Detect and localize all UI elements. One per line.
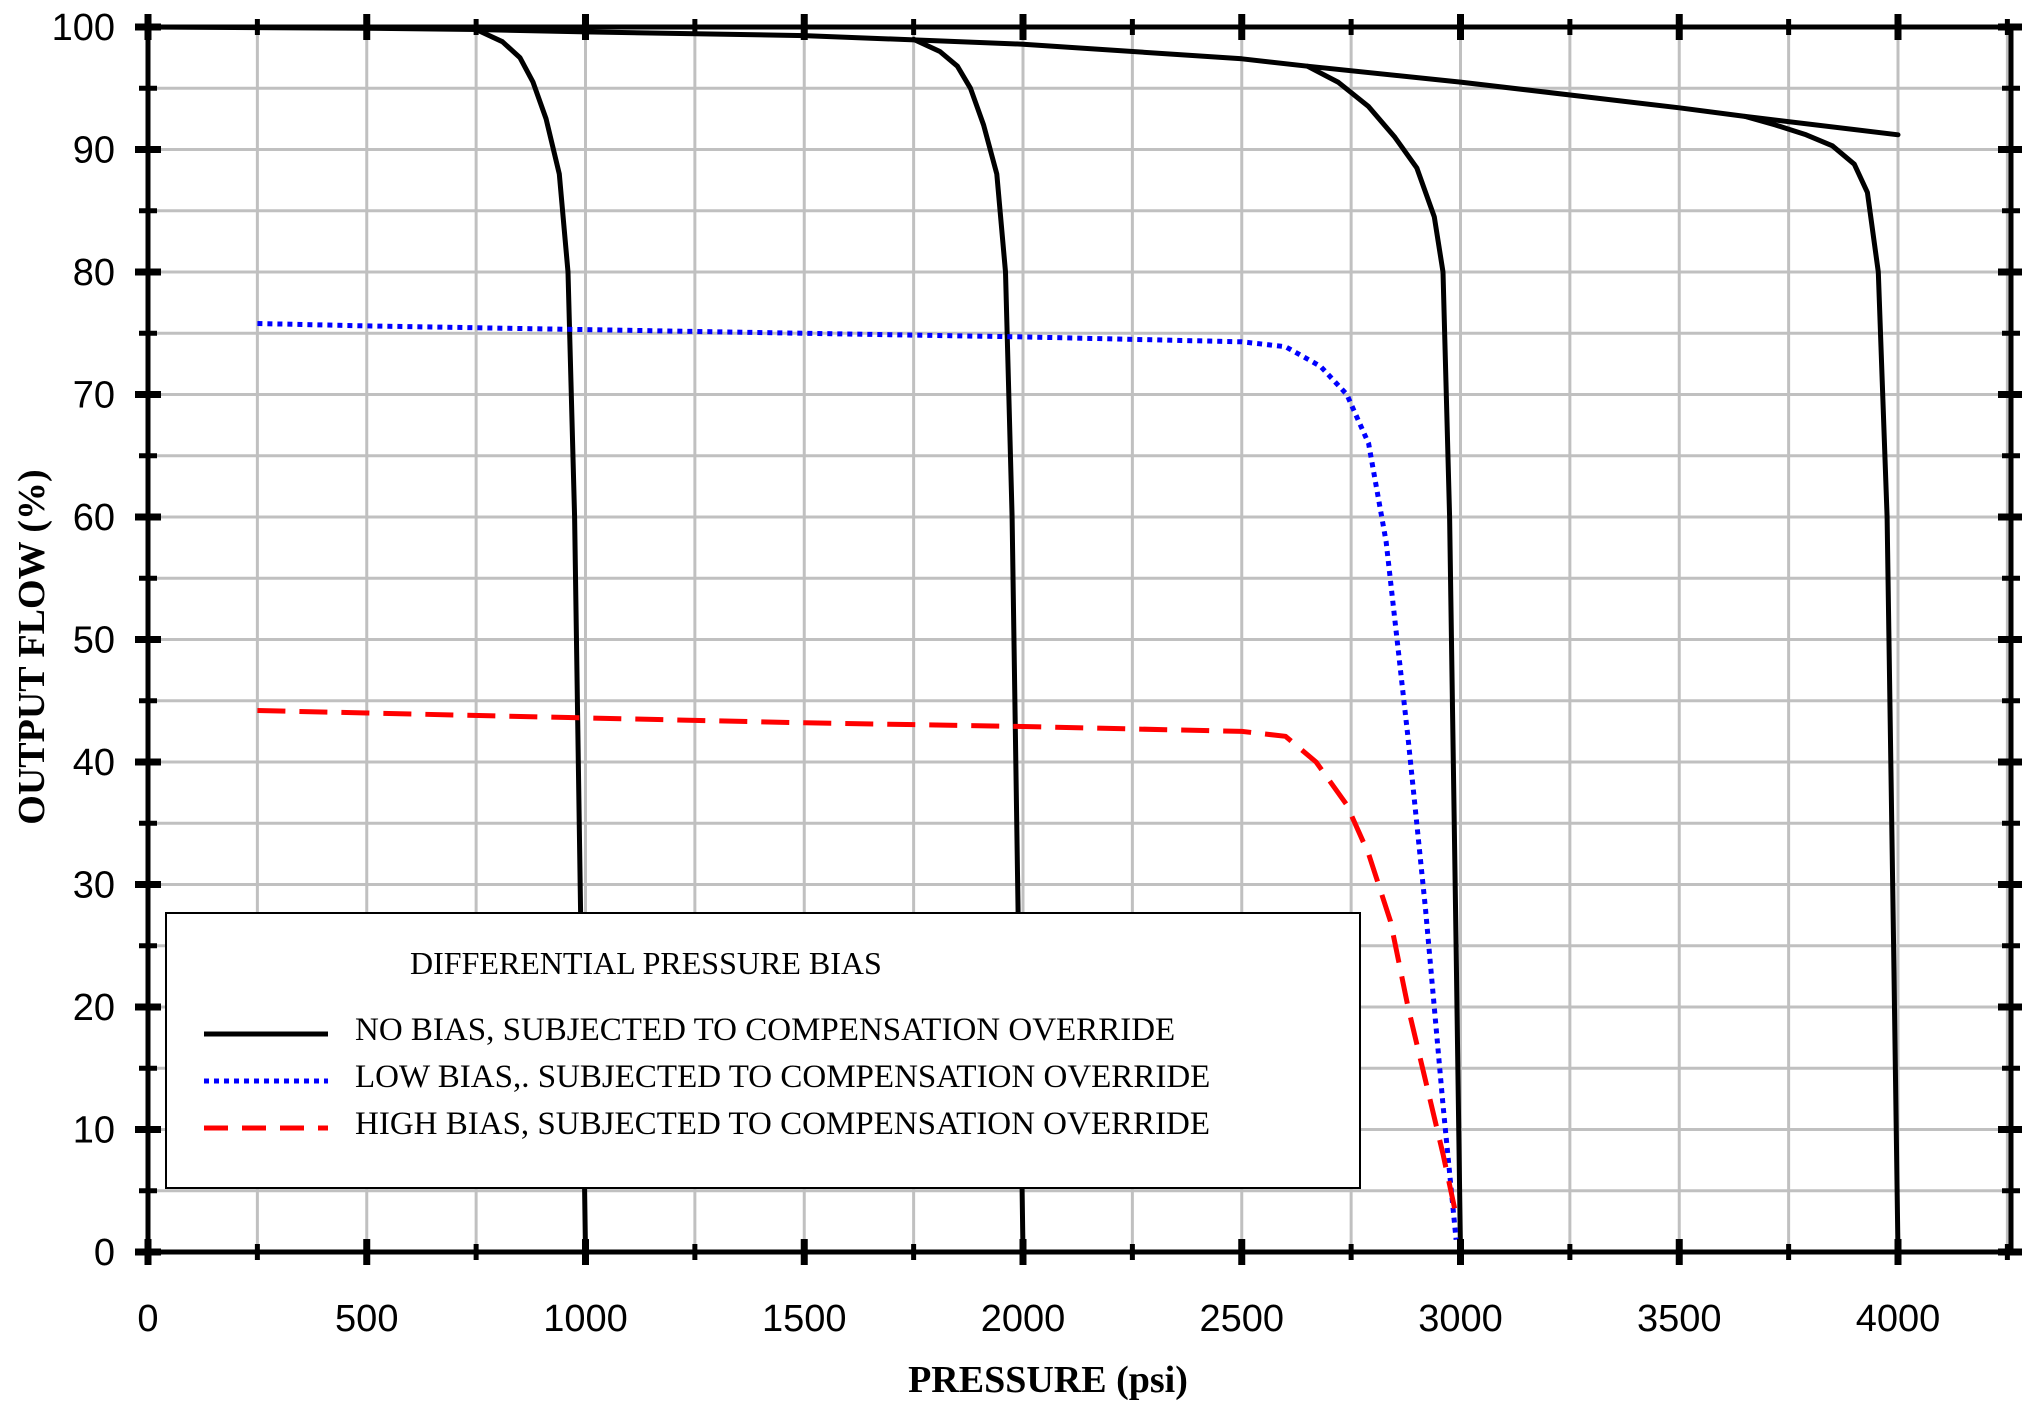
x-tick-label: 3500: [1637, 1298, 1722, 1340]
y-tick-label: 100: [52, 7, 115, 49]
x-axis-title: PRESSURE (psi): [908, 1359, 1188, 1401]
y-tick-label: 30: [73, 865, 115, 907]
series-line-2: [257, 708, 1459, 1216]
series-line-1: [257, 321, 1459, 1241]
legend-label-low-bias: LOW BIAS,. SUBJECTED TO COMPENSATION OVE…: [355, 1059, 1210, 1095]
y-tick-label: 20: [73, 987, 115, 1029]
legend-label-no-bias: NO BIAS, SUBJECTED TO COMPENSATION OVERR…: [355, 1012, 1175, 1048]
series-line-0: [1304, 63, 1463, 1255]
y-tick-label: 40: [73, 742, 115, 784]
y-tick-label: 0: [94, 1232, 115, 1274]
x-tick-label: 3000: [1418, 1298, 1503, 1340]
y-tick-label: 10: [73, 1110, 115, 1152]
x-tick-label: 500: [335, 1298, 398, 1340]
series-line-0: [1742, 113, 1901, 1255]
legend-label-high-bias: HIGH BIAS, SUBJECTED TO COMPENSATION OVE…: [355, 1106, 1210, 1142]
x-tick-label: 1500: [762, 1298, 847, 1340]
x-tick-label: 2000: [981, 1298, 1066, 1340]
y-axis-title: OUTPUT FLOW (%): [11, 469, 53, 824]
series-line-0: [473, 27, 588, 1255]
y-tick-label: 50: [73, 620, 115, 662]
legend-box: [165, 912, 1361, 1189]
x-tick-label: 0: [137, 1298, 158, 1340]
tick-labels: 0 500 1000 1500 2000 2500 3000 3500 4000 0 10 20 30 4…: [52, 7, 1941, 1340]
series-lines: [145, 24, 1901, 1255]
y-tick-label: 60: [73, 497, 115, 539]
x-tick-label: 4000: [1856, 1298, 1941, 1340]
x-tick-label: 2500: [1199, 1298, 1284, 1340]
y-tick-label: 70: [73, 375, 115, 417]
series-line-0: [911, 36, 1026, 1255]
y-tick-label: 90: [73, 130, 115, 172]
y-tick-label: 80: [73, 252, 115, 294]
axes: [135, 14, 2022, 1265]
x-tick-label: 1000: [543, 1298, 628, 1340]
grid-lines: [148, 27, 2011, 1252]
legend-title: DIFFERENTIAL PRESSURE BIAS: [410, 945, 882, 981]
legend: DIFFERENTIAL PRESSURE BIAS NO BIAS, SUBJ…: [165, 912, 1361, 1189]
